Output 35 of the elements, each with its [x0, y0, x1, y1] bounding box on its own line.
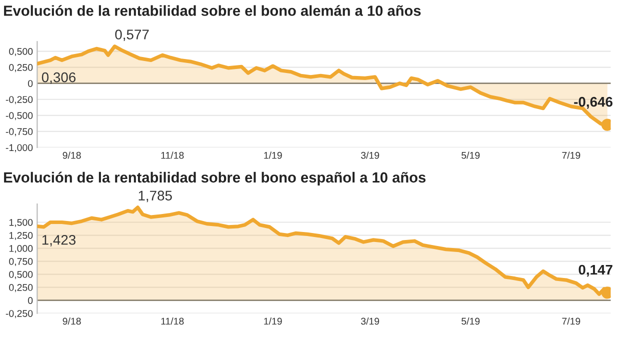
y-tick-label: 1,250 — [9, 232, 33, 240]
y-tick-label: -1,000 — [6, 144, 33, 152]
y-tick-label: 1,500 — [9, 218, 33, 228]
y-tick-label: 1,000 — [9, 245, 33, 254]
x-tick-label: 9/18 — [62, 152, 81, 159]
y-tick-label: 0,750 — [9, 258, 33, 266]
chart-title: Evolución de la rentabilidad sobre el bono alemán a 10 años — [4, 5, 421, 16]
x-tick-label: 3/19 — [361, 152, 380, 159]
y-tick-label: 0,250 — [9, 284, 33, 292]
x-tick-label: 9/18 — [62, 318, 81, 325]
y-tick-label: 0,500 — [9, 48, 33, 56]
annotation: 0,147 — [578, 264, 612, 277]
x-tick-label: 1/19 — [264, 318, 282, 325]
x-tick-label: 7/19 — [562, 152, 580, 159]
x-tick-label: 1/19 — [264, 152, 282, 159]
annotation: 0,306 — [42, 72, 76, 84]
y-tick-label: -0,500 — [6, 112, 33, 120]
x-tick-label: 3/19 — [361, 318, 380, 325]
y-tick-label: -0,750 — [6, 128, 33, 136]
annotation: 1,423 — [42, 234, 76, 246]
y-tick-label: 0 — [28, 80, 33, 87]
y-tick-label: -0,250 — [6, 96, 33, 104]
x-tick-label: 5/19 — [462, 318, 480, 325]
annotation: 0,577 — [115, 30, 149, 42]
y-tick-label: -0,250 — [6, 310, 33, 318]
y-tick-label: 0,500 — [9, 271, 33, 280]
x-tick-label: 11/18 — [161, 152, 184, 159]
x-tick-label: 7/19 — [562, 318, 580, 325]
y-tick-label: 0,250 — [9, 64, 33, 72]
chart-title: Evolución de la rentabilidad sobre el bono español a 10 años — [4, 172, 426, 186]
x-tick-label: 11/18 — [161, 318, 184, 325]
annotation: 1,785 — [138, 190, 172, 202]
x-tick-label: 5/19 — [462, 152, 480, 159]
annotation: -0,646 — [574, 96, 612, 109]
y-tick-label: 0 — [28, 297, 33, 304]
